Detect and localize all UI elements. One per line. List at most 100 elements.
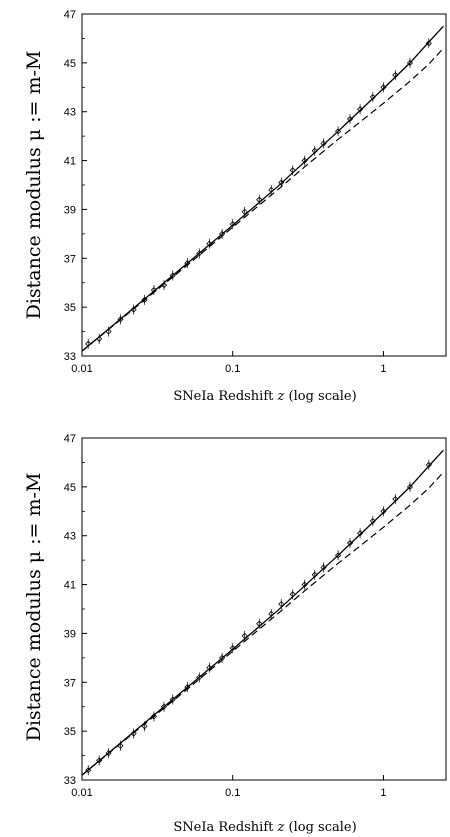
y-tick-label: 39 [64,204,76,216]
plot-frame [81,13,447,357]
data-point [406,59,414,66]
data-point [289,167,296,174]
data-point [196,674,203,681]
data-point [301,157,308,164]
data-point [105,750,112,757]
y-tick-label: 45 [64,482,76,494]
x-tick-label: 1 [380,787,386,799]
model-curve-solid [81,25,444,352]
data-point [406,483,414,490]
data-point [380,84,387,91]
data-point [425,461,432,468]
data-point [392,496,399,503]
data-point [311,571,318,578]
chart-panel-bottom: Distance modulus μ := m-M SNeIa Redshift… [23,433,447,835]
data-point [150,286,157,294]
data-point [117,316,124,323]
data-point [219,654,226,661]
y-tick-label: 37 [64,677,76,689]
data-point [241,208,248,215]
data-point [256,196,263,203]
model-curve-solid [81,449,444,776]
data-point [311,147,318,154]
y-tick-label: 41 [64,580,76,592]
data-point [320,140,327,147]
data-point [289,591,296,598]
plot-frame [81,437,447,781]
model-curve-dashed [81,471,444,776]
y-axis-label: Distance modulus μ := m-M [23,51,45,320]
x-tick-label: 0.1 [225,363,240,375]
y-axis-label: Distance modulus μ := m-M [23,473,45,742]
data-point [229,221,236,228]
data-point [206,240,213,247]
data-point [301,581,308,588]
y-tick-label: 41 [64,156,76,168]
x-tick-label: 1 [380,363,386,375]
x-tick-label: 0.01 [71,787,92,799]
data-point [278,601,285,608]
x-tick-label: 0.01 [71,363,92,375]
data-point [335,552,342,559]
data-point [85,340,92,347]
data-point [85,767,92,774]
data-point [169,272,176,279]
x-axis-label-suffix: (log scale) [284,389,356,404]
data-point [346,539,354,547]
data-point [268,610,275,617]
data-point [130,306,137,313]
chart-panel-top: Distance modulus μ := m-M SNeIa Redshift… [23,9,447,404]
y-tick-label: 35 [64,302,76,314]
data-point [268,186,275,193]
data-point [105,328,112,335]
data-point [160,282,168,289]
data-point [425,40,432,47]
plot-area: 33 35 37 39 41 43 45 47 0.01 0.1 1 [64,9,447,375]
data-point [256,620,263,627]
data-point [278,179,285,186]
data-point [346,115,354,123]
data-point [241,632,248,639]
y-tick-label: 35 [64,726,76,738]
model-curve-dashed [81,47,444,352]
x-axis-label: SNeIa Redshift z (log scale) [173,389,356,404]
y-tick-label: 39 [64,628,76,640]
y-tick-label: 45 [64,58,76,70]
data-point [184,684,191,691]
x-axis-label-variable: z [277,820,285,835]
x-axis-label-prefix: SNeIa Redshift [173,389,277,404]
plot-area: 33 35 37 39 41 43 45 47 0.01 0.1 1 [64,433,447,799]
data-point [380,508,387,515]
data-point [357,530,364,537]
x-axis-label-suffix: (log scale) [284,820,356,835]
x-axis-label: SNeIa Redshift z (log scale) [173,820,356,835]
data-point [229,645,236,652]
x-axis-label-variable: z [277,389,285,404]
data-point [141,296,148,303]
y-tick-label: 37 [64,253,76,265]
data-point [96,757,103,764]
data-point [369,517,376,525]
y-tick-label: 33 [64,775,76,787]
data-point [141,723,148,730]
data-point [160,703,168,710]
data-point [169,696,176,703]
data-point [196,250,203,257]
data-point [369,93,376,101]
y-tick-label: 43 [64,107,76,119]
y-tick-label: 47 [64,9,76,21]
data-point [335,128,342,135]
x-tick-label: 0.1 [225,787,240,799]
data-point [96,335,103,342]
y-tick-label: 47 [64,433,76,445]
data-point [392,72,399,79]
y-tick-label: 43 [64,531,76,543]
y-tick-label: 33 [64,351,76,363]
data-point [320,564,327,571]
data-point [219,230,226,237]
data-point [357,106,364,113]
data-point [150,713,157,720]
data-point [206,664,213,671]
data-point [184,260,191,267]
